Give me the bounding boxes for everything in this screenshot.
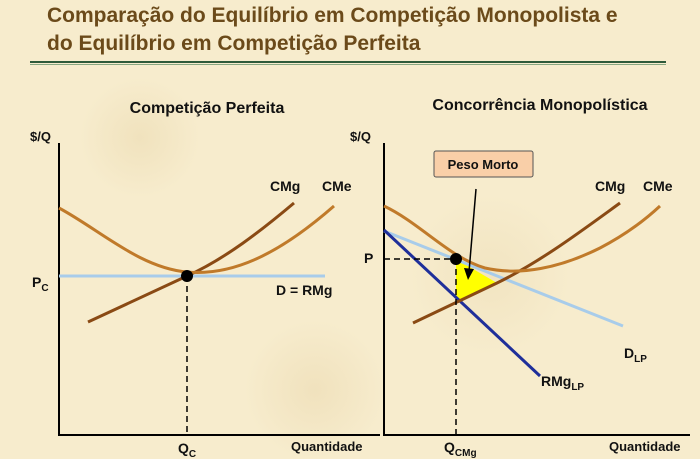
right-x-axis-label: Quantidade xyxy=(609,439,681,454)
right-marginal-revenue-line xyxy=(382,228,542,378)
left-demand-label: D = RMg xyxy=(276,282,332,298)
deadweight-pointer-head xyxy=(464,268,474,280)
right-cme-curve xyxy=(383,204,662,273)
deadweight-pointer xyxy=(468,188,477,273)
title-divider xyxy=(30,61,666,63)
page-title: Comparação do Equilíbrio em Competição M… xyxy=(47,2,697,58)
title-divider-shadow xyxy=(30,64,666,65)
left-qty-label: QC xyxy=(178,440,196,459)
title-line-1: Comparação do Equilíbrio em Competição M… xyxy=(47,4,618,27)
right-cme-label: CMe xyxy=(643,178,673,194)
right-cmg-curve xyxy=(412,201,621,325)
right-qty-label: QCMg xyxy=(444,439,477,459)
monopolistic-competition-panel: Concorrência Monopolística $/Q Quantidad… xyxy=(350,97,690,459)
left-equilibrium-point xyxy=(181,270,193,282)
right-price-label: P xyxy=(364,250,373,266)
right-marginal-revenue-label: RMgLP xyxy=(541,373,584,393)
right-cmg-label: CMg xyxy=(595,178,625,194)
left-cmg-curve xyxy=(87,201,295,324)
deadweight-label-box xyxy=(433,150,534,178)
left-cme-label: CMe xyxy=(322,178,352,194)
deadweight-label: Peso Morto xyxy=(448,157,519,172)
right-y-axis-label: $/Q xyxy=(350,129,371,144)
left-cme-curve xyxy=(58,204,335,274)
right-demand-label: DLP xyxy=(624,345,647,365)
right-panel-heading: Concorrência Monopolística xyxy=(432,97,647,114)
left-x-axis-label: Quantidade xyxy=(291,439,363,454)
right-equilibrium-point xyxy=(450,253,462,265)
left-price-label: PC xyxy=(32,274,49,294)
left-panel-heading: Competição Perfeita xyxy=(130,100,285,117)
title-line-2: do Equilíbrio em Competição Perfeita xyxy=(47,32,421,55)
left-y-axis-label: $/Q xyxy=(30,129,51,144)
perfect-competition-panel: Competição Perfeita $/Q Quantidade CMg C… xyxy=(30,100,380,459)
left-cmg-label: CMg xyxy=(270,178,300,194)
